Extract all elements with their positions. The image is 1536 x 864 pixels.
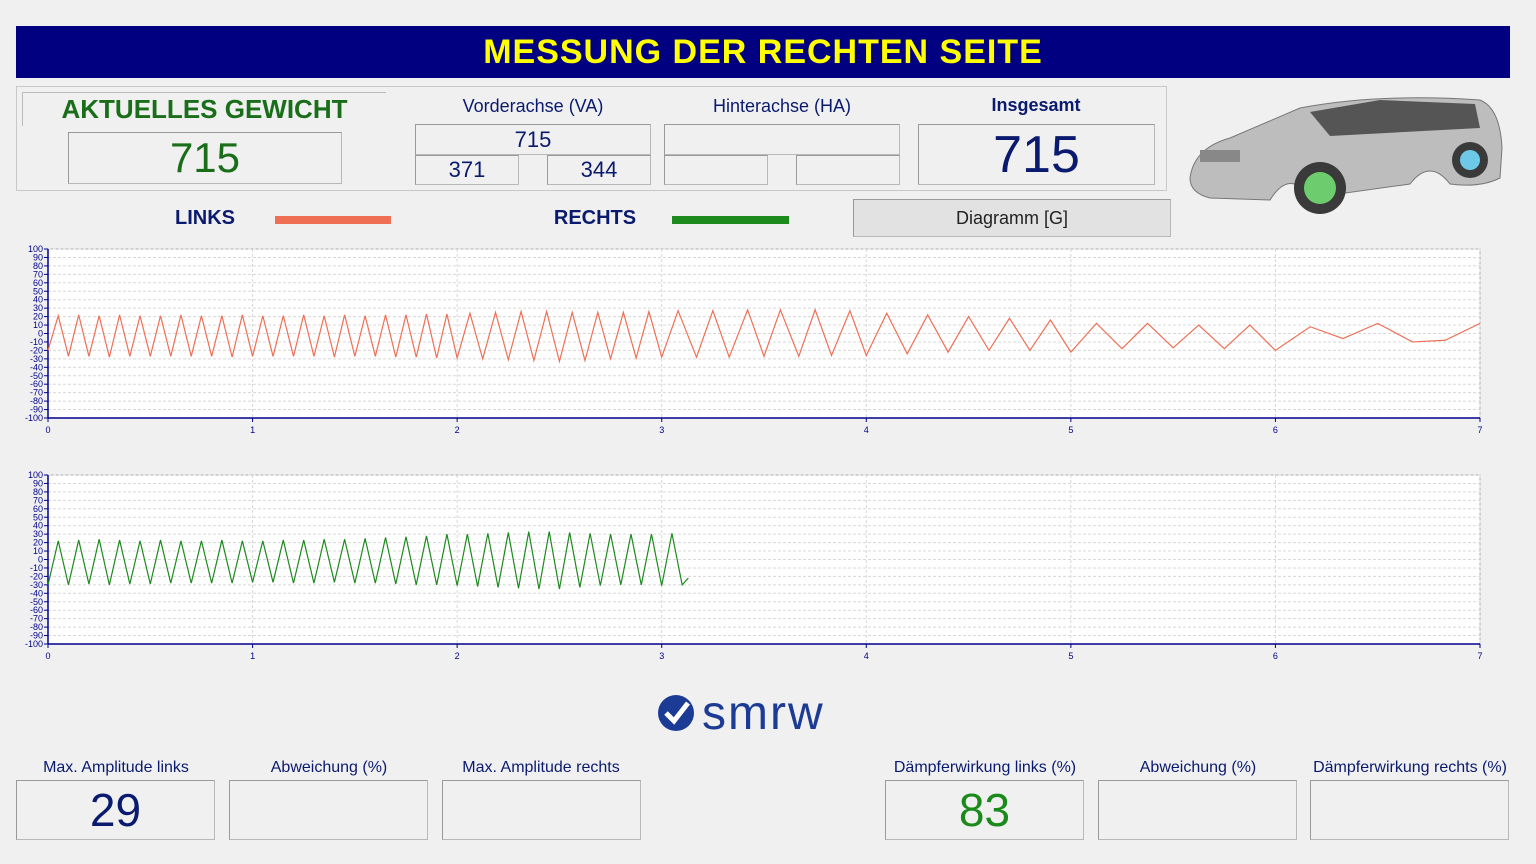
page-title: MESSUNG DER RECHTEN SEITE <box>483 32 1043 71</box>
result-value <box>1310 780 1509 840</box>
legend-label: LINKS <box>175 207 235 229</box>
y-tick-label: -20 <box>30 345 43 355</box>
y-tick-label: 60 <box>33 504 43 514</box>
y-tick-label: 100 <box>28 470 43 480</box>
overall-label: Insgesamt <box>991 95 1081 115</box>
y-tick-label: -50 <box>30 371 43 381</box>
data-line <box>47 308 1481 364</box>
y-tick-label: -90 <box>30 405 43 415</box>
y-tick-label: -40 <box>30 362 43 372</box>
data-line <box>47 531 689 590</box>
diagram-button[interactable]: Diagramm [G] <box>853 199 1171 237</box>
y-tick-label: -20 <box>30 571 43 581</box>
y-tick-label: 60 <box>33 278 43 288</box>
y-tick-label: 90 <box>33 252 43 262</box>
y-tick-label: -10 <box>30 563 43 573</box>
y-tick-label: 50 <box>33 286 43 296</box>
x-tick-label: 3 <box>659 425 664 435</box>
y-tick-label: 50 <box>33 512 43 522</box>
result-label: Max. Amplitude links <box>43 759 189 776</box>
result-value <box>442 780 641 840</box>
x-tick-label: 1 <box>250 425 255 435</box>
y-tick-label: 40 <box>33 521 43 531</box>
result-label: Max. Amplitude rechts <box>462 759 620 776</box>
y-tick-label: -100 <box>25 639 43 649</box>
y-tick-label: -50 <box>30 597 43 607</box>
y-tick-label: -90 <box>30 631 43 641</box>
x-tick-label: 7 <box>1477 425 1482 435</box>
y-tick-label: -100 <box>25 413 43 423</box>
result-label: Dämpferwirkung links (%) <box>893 759 1077 776</box>
rear-axle-right <box>796 155 900 185</box>
rear-axle-total <box>664 124 900 155</box>
y-tick-label: 70 <box>33 495 43 505</box>
logo-icon <box>658 695 694 731</box>
front-axle-total: 715 <box>415 124 651 155</box>
y-tick-label: 80 <box>33 487 43 497</box>
y-tick-label: -30 <box>30 354 43 364</box>
rear-axle-left <box>664 155 768 185</box>
x-tick-label: 5 <box>1068 425 1073 435</box>
x-tick-label: 0 <box>45 425 50 435</box>
logo-text: smrw <box>702 686 825 740</box>
x-tick-label: 1 <box>250 651 255 661</box>
result-label: Dämpferwirkung rechts (%) <box>1313 759 1507 776</box>
y-tick-label: -80 <box>30 396 43 406</box>
title-bar: MESSUNG DER RECHTEN SEITE <box>16 26 1510 78</box>
y-tick-label: 30 <box>33 303 43 313</box>
front-axle-right: 344 <box>547 155 651 185</box>
front-axle-left: 371 <box>415 155 519 185</box>
y-tick-label: 20 <box>33 538 43 548</box>
y-tick-label: 0 <box>38 555 43 565</box>
y-tick-label: -70 <box>30 388 43 398</box>
x-tick-label: 3 <box>659 651 664 661</box>
weight-label: AKTUELLES GEWICHT <box>22 92 386 126</box>
y-tick-label: 70 <box>33 269 43 279</box>
y-tick-label: -80 <box>30 622 43 632</box>
result-value: 83 <box>885 780 1084 840</box>
x-tick-label: 6 <box>1273 651 1278 661</box>
y-tick-label: 100 <box>28 244 43 254</box>
y-tick-label: -70 <box>30 614 43 624</box>
logo: smrw <box>656 686 886 740</box>
result-label: Abweichung (%) <box>270 759 388 776</box>
rear-axle-label: Hinterachse (HA) <box>712 96 852 116</box>
overall-value: 715 <box>918 124 1155 185</box>
y-tick-label: 10 <box>33 546 43 556</box>
car-illustration <box>1189 97 1503 214</box>
x-tick-label: 4 <box>864 425 869 435</box>
y-tick-label: 10 <box>33 320 43 330</box>
y-tick-label: -60 <box>30 379 43 389</box>
legend-swatch <box>275 216 391 224</box>
front-axle-label: Vorderachse (VA) <box>462 96 604 116</box>
charts: -100-90-80-70-60-50-40-30-20-10010203040… <box>25 244 1483 661</box>
x-tick-label: 2 <box>455 425 460 435</box>
y-tick-label: 0 <box>38 329 43 339</box>
x-tick-label: 0 <box>45 651 50 661</box>
x-tick-label: 5 <box>1068 651 1073 661</box>
result-label: Abweichung (%) <box>1139 759 1257 776</box>
legend-swatch <box>672 216 789 224</box>
info-panel <box>16 86 1167 191</box>
y-tick-label: -10 <box>30 337 43 347</box>
y-tick-label: -40 <box>30 588 43 598</box>
result-value <box>229 780 428 840</box>
y-tick-label: 40 <box>33 295 43 305</box>
y-tick-label: 30 <box>33 529 43 539</box>
y-tick-label: -30 <box>30 580 43 590</box>
y-tick-label: 80 <box>33 261 43 271</box>
x-tick-label: 7 <box>1477 651 1482 661</box>
legend-label: RECHTS <box>553 207 637 229</box>
y-tick-label: -60 <box>30 605 43 615</box>
weight-value: 715 <box>68 132 342 184</box>
y-tick-label: 90 <box>33 478 43 488</box>
x-tick-label: 2 <box>455 651 460 661</box>
result-value <box>1098 780 1297 840</box>
x-tick-label: 4 <box>864 651 869 661</box>
x-tick-label: 6 <box>1273 425 1278 435</box>
result-value: 29 <box>16 780 215 840</box>
y-tick-label: 20 <box>33 312 43 322</box>
